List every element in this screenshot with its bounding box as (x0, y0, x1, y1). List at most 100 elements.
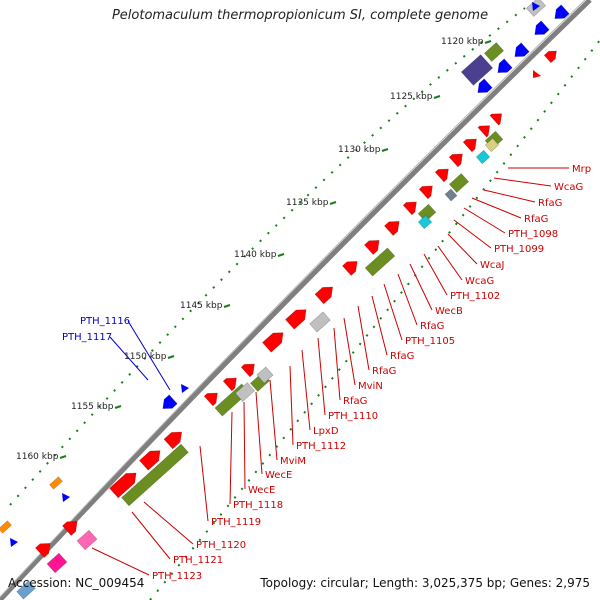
olive-feature (417, 203, 437, 223)
olive-feature (121, 443, 189, 507)
gene-label: WecB (435, 306, 463, 317)
cds-arrow (462, 138, 477, 153)
gene-label: WcaJ (480, 260, 504, 271)
cds-arrow (543, 50, 557, 64)
cds-arrow (477, 125, 491, 138)
khaki-feature (484, 137, 500, 153)
tick-mark (114, 405, 122, 409)
label-leader-line (317, 337, 326, 416)
tick-mark (223, 304, 231, 308)
cds-arrow (434, 168, 449, 183)
label-leader-line (447, 233, 478, 265)
cds-arrow (402, 201, 417, 216)
tick-mark (381, 148, 389, 152)
gene-label: Mrp (572, 164, 591, 175)
genome-backbone-highlight (0, 0, 586, 598)
label-leader-line (333, 327, 341, 401)
grey-feature (256, 366, 274, 384)
cds-arrow (222, 377, 237, 392)
cds-arrow (203, 392, 218, 407)
rna-arrow (162, 394, 178, 409)
pink-feature (76, 529, 98, 551)
orange-feature (0, 520, 12, 534)
cds-arrow (448, 153, 463, 168)
feature-group (0, 0, 570, 600)
cds-arrow (35, 543, 51, 558)
tick-label: 1125 kbp (390, 92, 433, 102)
label-leader-line (91, 547, 150, 576)
label-leader-line (471, 197, 522, 219)
cds-arrow (314, 286, 334, 305)
rna-arrow (534, 20, 550, 35)
cyan-feature (475, 149, 491, 165)
gene-label: WecE (265, 470, 292, 481)
tick-label: 1140 kbp (234, 250, 277, 260)
magenta-feature (46, 552, 68, 574)
gene-label: PTH_1110 (328, 411, 378, 422)
gene-label: PTH_1112 (296, 441, 346, 452)
tick-label: 1150 kbp (124, 352, 167, 362)
tick-label: 1120 kbp (441, 37, 484, 47)
blue-marker (181, 384, 189, 393)
label-leader-line (143, 501, 194, 545)
gene-label: PTH_1121 (173, 555, 223, 566)
tick-label: 1160 kbp (16, 452, 59, 462)
inner-dotted-guide (149, 39, 600, 600)
tick-label: 1135 kbp (286, 198, 329, 208)
olive-feature (364, 247, 396, 277)
cyan-feature (417, 214, 433, 230)
gene-label: MviN (358, 381, 383, 392)
grey-feature (309, 311, 331, 333)
gene-label: PTH_1099 (494, 244, 544, 255)
tick-mark (167, 355, 175, 359)
cds-arrow (285, 309, 307, 330)
tick-label: 1130 kbp (338, 145, 381, 155)
red-marker (533, 70, 541, 78)
label-leader-line (397, 273, 418, 326)
grey-feature (234, 382, 256, 402)
tick-mark (277, 253, 285, 257)
gene-label: RfaG (524, 214, 548, 225)
label-leader-line (483, 189, 536, 203)
cds-arrow (384, 221, 400, 236)
gene-label: RfaG (538, 198, 562, 209)
cds-arrow (489, 113, 503, 126)
gene-labels-left: PTH_1116 PTH_1117 (62, 316, 130, 343)
gene-label: RfaG (372, 366, 396, 377)
label-leader-line (463, 207, 506, 234)
genome-stats-text: Topology: circular; Length: 3,025,375 bp… (260, 576, 590, 590)
label-leader-line (437, 245, 463, 281)
outer-dotted-guide (9, 7, 526, 506)
genome-title: Pelotomaculum thermopropionicum SI, comp… (111, 8, 489, 23)
label-leader-line (243, 401, 246, 490)
cds-arrow (139, 450, 161, 471)
gene-label: WecE (248, 485, 275, 496)
cds-arrow (418, 185, 433, 200)
gene-label: PTH_1117 (62, 332, 112, 343)
blue-marker (62, 493, 70, 502)
label-leader-line (269, 379, 278, 461)
gene-label: RfaG (390, 351, 414, 362)
label-leader-line (127, 320, 171, 391)
tick-group: 1120 kbp 1125 kbp 1130 kbp 1135 kbp 1140 kbp… (16, 37, 492, 462)
blue-marker (10, 538, 18, 547)
gene-label: WcaG (465, 276, 494, 287)
orange-feature (49, 476, 63, 490)
gene-label: LpxD (313, 426, 339, 437)
label-leader-line (131, 511, 171, 560)
gene-label: PTH_1098 (508, 229, 558, 240)
label-leader-line (229, 411, 233, 505)
label-leader-line (371, 295, 388, 356)
cds-arrow (240, 363, 255, 378)
label-leader-lines (91, 167, 569, 576)
cds-arrow (62, 521, 78, 536)
gene-label: RfaG (343, 396, 367, 407)
label-leader-line (453, 219, 492, 249)
cds-arrow (163, 431, 183, 450)
gene-label: PTH_1123 (152, 571, 202, 582)
label-leader-line (493, 177, 552, 187)
label-leader-line (423, 253, 448, 296)
